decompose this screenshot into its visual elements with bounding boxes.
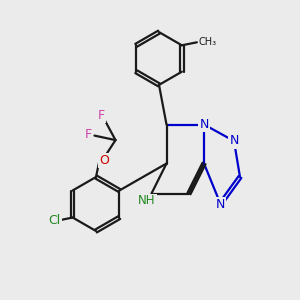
Text: N: N <box>229 134 239 148</box>
Text: NH: NH <box>138 194 156 208</box>
Text: F: F <box>84 128 92 141</box>
Text: Cl: Cl <box>49 214 61 227</box>
Text: F: F <box>98 109 105 122</box>
Text: O: O <box>100 154 109 167</box>
Text: N: N <box>216 197 225 211</box>
Text: CH₃: CH₃ <box>198 37 217 47</box>
Text: N: N <box>199 118 209 131</box>
